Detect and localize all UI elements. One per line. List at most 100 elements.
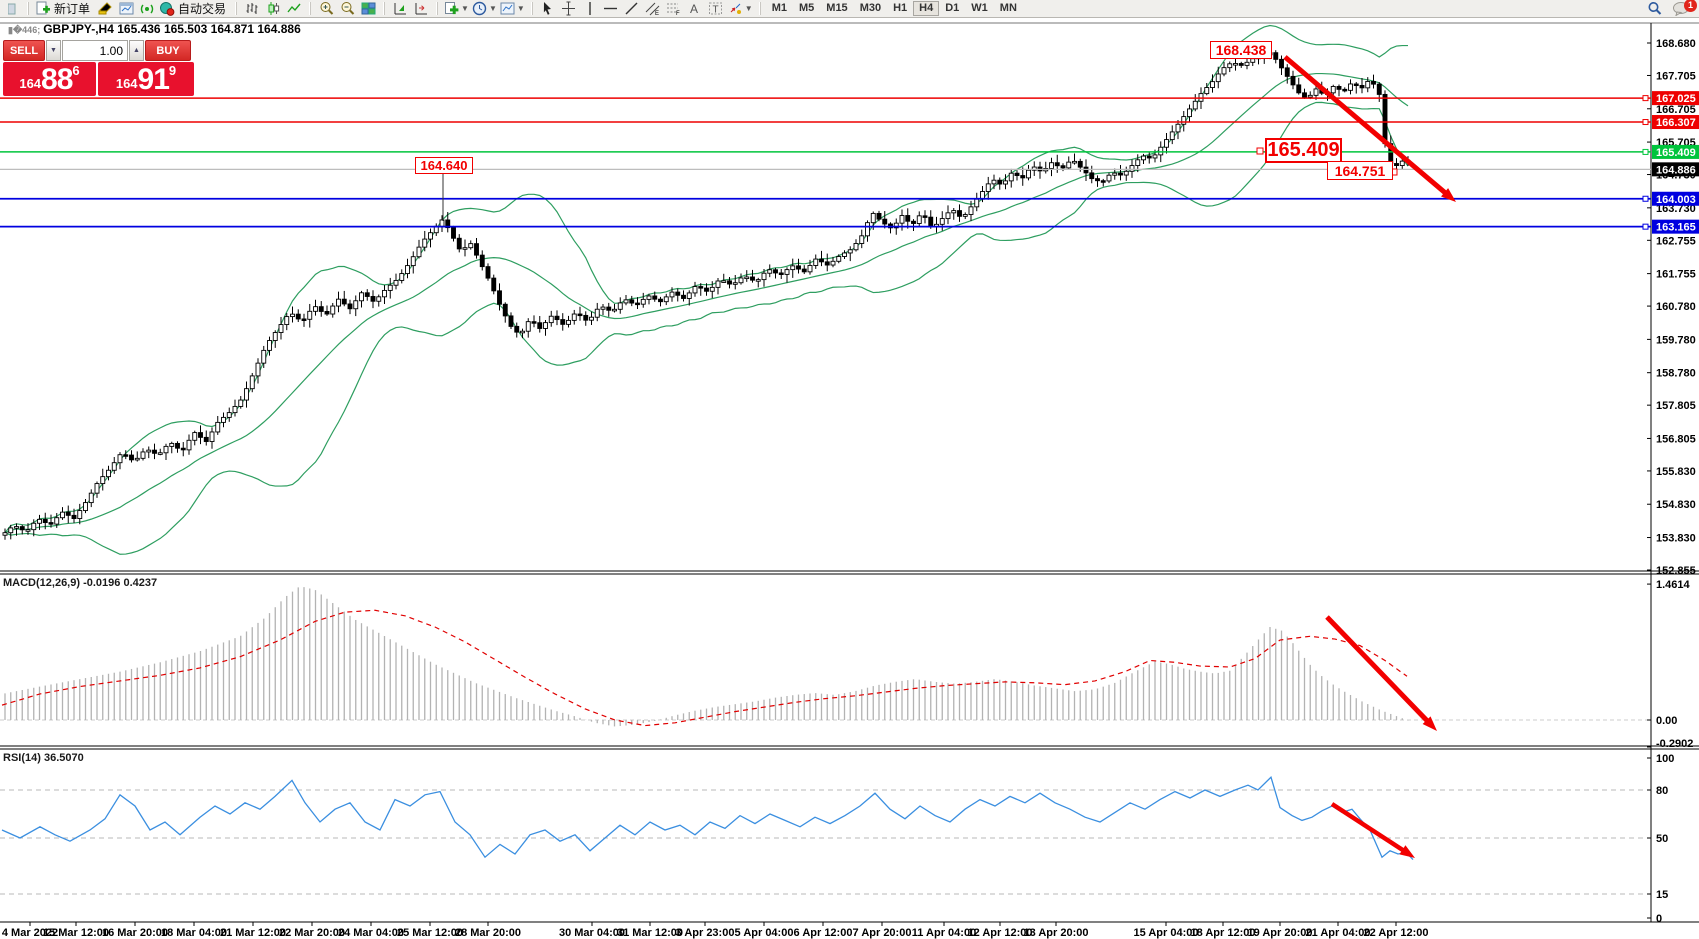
search-button[interactable] [1645,1,1665,17]
dropdown-caret[interactable]: ▼ [488,3,497,13]
svg-text:1.4614: 1.4614 [1656,579,1691,591]
chart-shift-button[interactable] [411,1,431,17]
timeframe-mn[interactable]: MN [999,2,1017,14]
price-callout-168.438[interactable]: 168.438 [1210,41,1272,59]
volume-up-button[interactable]: ▲ [129,40,144,61]
timeframe-m1[interactable]: M1 [771,2,787,14]
symbol-icon: ▮�446; [8,25,41,35]
new-order-button[interactable]: 新订单 [34,1,94,17]
clock-icon [472,1,487,16]
dropdown-caret[interactable]: ▼ [461,3,469,13]
svg-text:13 Apr 20:00: 13 Apr 20:00 [1023,927,1088,939]
bid-big: 88 [41,63,73,96]
svg-text:24 Mar 04:00: 24 Mar 04:00 [338,927,404,939]
open-chart-button[interactable] [116,1,136,17]
svg-text:168.680: 168.680 [1656,38,1696,50]
svg-text:158.780: 158.780 [1656,368,1696,380]
svg-text:167.025: 167.025 [1656,93,1696,105]
trend-arrows [1283,55,1456,858]
timeframe-h4[interactable]: H4 [913,1,940,16]
signal-icon [140,4,153,14]
buy-button[interactable]: BUY [145,40,191,61]
arrows-tool[interactable]: ▼ [727,1,754,17]
price-axis[interactable]: 168.680167.705166.705165.705164.730163.7… [1647,38,1699,577]
bar-chart-button[interactable] [242,1,262,17]
timeframe-m30[interactable]: M30 [859,2,882,14]
cursor-tool-button[interactable] [538,1,558,17]
text-tool[interactable]: A [685,1,705,17]
price-callout-164.640[interactable]: 164.640 [415,157,473,174]
text-label-tool[interactable]: T [706,1,726,17]
trendline-icon [625,2,638,15]
text-label-icon: T [709,2,723,16]
horizontal-line-tool[interactable] [601,1,621,17]
timeframe-bar: M1 M5 M15 M30 H1 H4 D1 W1 MN [766,1,1023,16]
volume-input[interactable]: 1.00 [62,40,128,61]
ask-big: 91 [137,63,170,96]
svg-text:12 Apr 12:00: 12 Apr 12:00 [967,927,1032,939]
timeframe-m15[interactable]: M15 [826,2,848,14]
line-chart-button[interactable] [284,1,304,17]
price-callout-165.409[interactable]: 165.409 [1265,138,1342,163]
tile-windows-button[interactable] [358,1,378,17]
level-lines [0,95,1651,230]
ask-sup: 9 [168,63,177,78]
price-callout-164.751[interactable]: 164.751 [1327,161,1393,180]
svg-text:5 Apr 04:00: 5 Apr 04:00 [735,927,794,939]
dropdown-caret[interactable]: ▼ [516,3,525,13]
fibonacci-tool[interactable]: F [664,1,684,17]
svg-text:0.00: 0.00 [1656,715,1677,727]
svg-text:18 Mar 04:00: 18 Mar 04:00 [161,927,227,939]
clear-charts-icon [98,2,112,15]
zoom-in-button[interactable] [316,1,336,17]
toolbar-separator [436,2,439,15]
crosshair-tool-button[interactable] [559,1,579,17]
indicators-button[interactable] [390,1,410,17]
timeframe-w1[interactable]: W1 [971,2,988,14]
open-chart-icon [119,2,134,15]
svg-text:21 Mar 12:00: 21 Mar 12:00 [220,927,286,939]
svg-text:E: E [655,11,659,16]
equidistant-channel-icon: E [645,2,660,16]
bar-chart-icon [246,3,258,14]
sell-button[interactable]: SELL [3,40,45,61]
timeframe-h1[interactable]: H1 [893,2,908,14]
svg-text:162.755: 162.755 [1656,235,1696,247]
svg-text:18 Apr 12:00: 18 Apr 12:00 [1190,927,1255,939]
notifications-button[interactable]: 1 [1671,0,1697,17]
svg-text:164.886: 164.886 [1656,164,1696,176]
macd-label: MACD(12,26,9) -0.0196 0.4237 [3,577,158,589]
zoom-out-button[interactable] [337,1,357,17]
timeframe-m5[interactable]: M5 [799,2,815,14]
svg-text:4 Mar 2022: 4 Mar 2022 [2,927,58,939]
svg-text:6 Apr 12:00: 6 Apr 12:00 [794,927,853,939]
one-click-trade-panel: SELL ▼ 1.00 ▲ BUY 164 88 6 164 91 9 [3,40,195,96]
auto-trading-button[interactable]: 自动交易 [158,1,230,17]
svg-text:15: 15 [1656,889,1668,901]
rsi-panel [0,775,1651,895]
signal-button[interactable] [137,1,157,17]
candlestick-chart-button[interactable] [263,1,283,17]
dropdown-caret[interactable]: ▼ [744,3,753,13]
clear-charts-button[interactable] [95,1,115,17]
svg-text:28 Mar 20:00: 28 Mar 20:00 [455,927,521,939]
channel-tool[interactable]: E [643,1,663,17]
svg-text:50: 50 [1656,833,1668,845]
templates-button[interactable]: ▼ [499,1,526,17]
add-indicator-button[interactable]: ▼ [443,1,470,17]
period-button[interactable]: ▼ [471,1,498,17]
svg-text:30 Mar 04:00: 30 Mar 04:00 [559,927,625,939]
new-order-icon [36,1,50,15]
bid-quote[interactable]: 164 88 6 [3,62,96,96]
svg-text:164.003: 164.003 [1656,194,1696,206]
horizontal-line-icon [604,7,618,10]
bid-sup: 6 [72,63,80,78]
timeframe-d1[interactable]: D1 [945,2,960,14]
ask-quote[interactable]: 164 91 9 [98,62,194,96]
volume-down-button[interactable]: ▼ [46,40,61,61]
svg-text:163.165: 163.165 [1656,222,1696,234]
trendline-tool[interactable] [622,1,642,17]
vertical-line-tool[interactable] [580,1,600,17]
